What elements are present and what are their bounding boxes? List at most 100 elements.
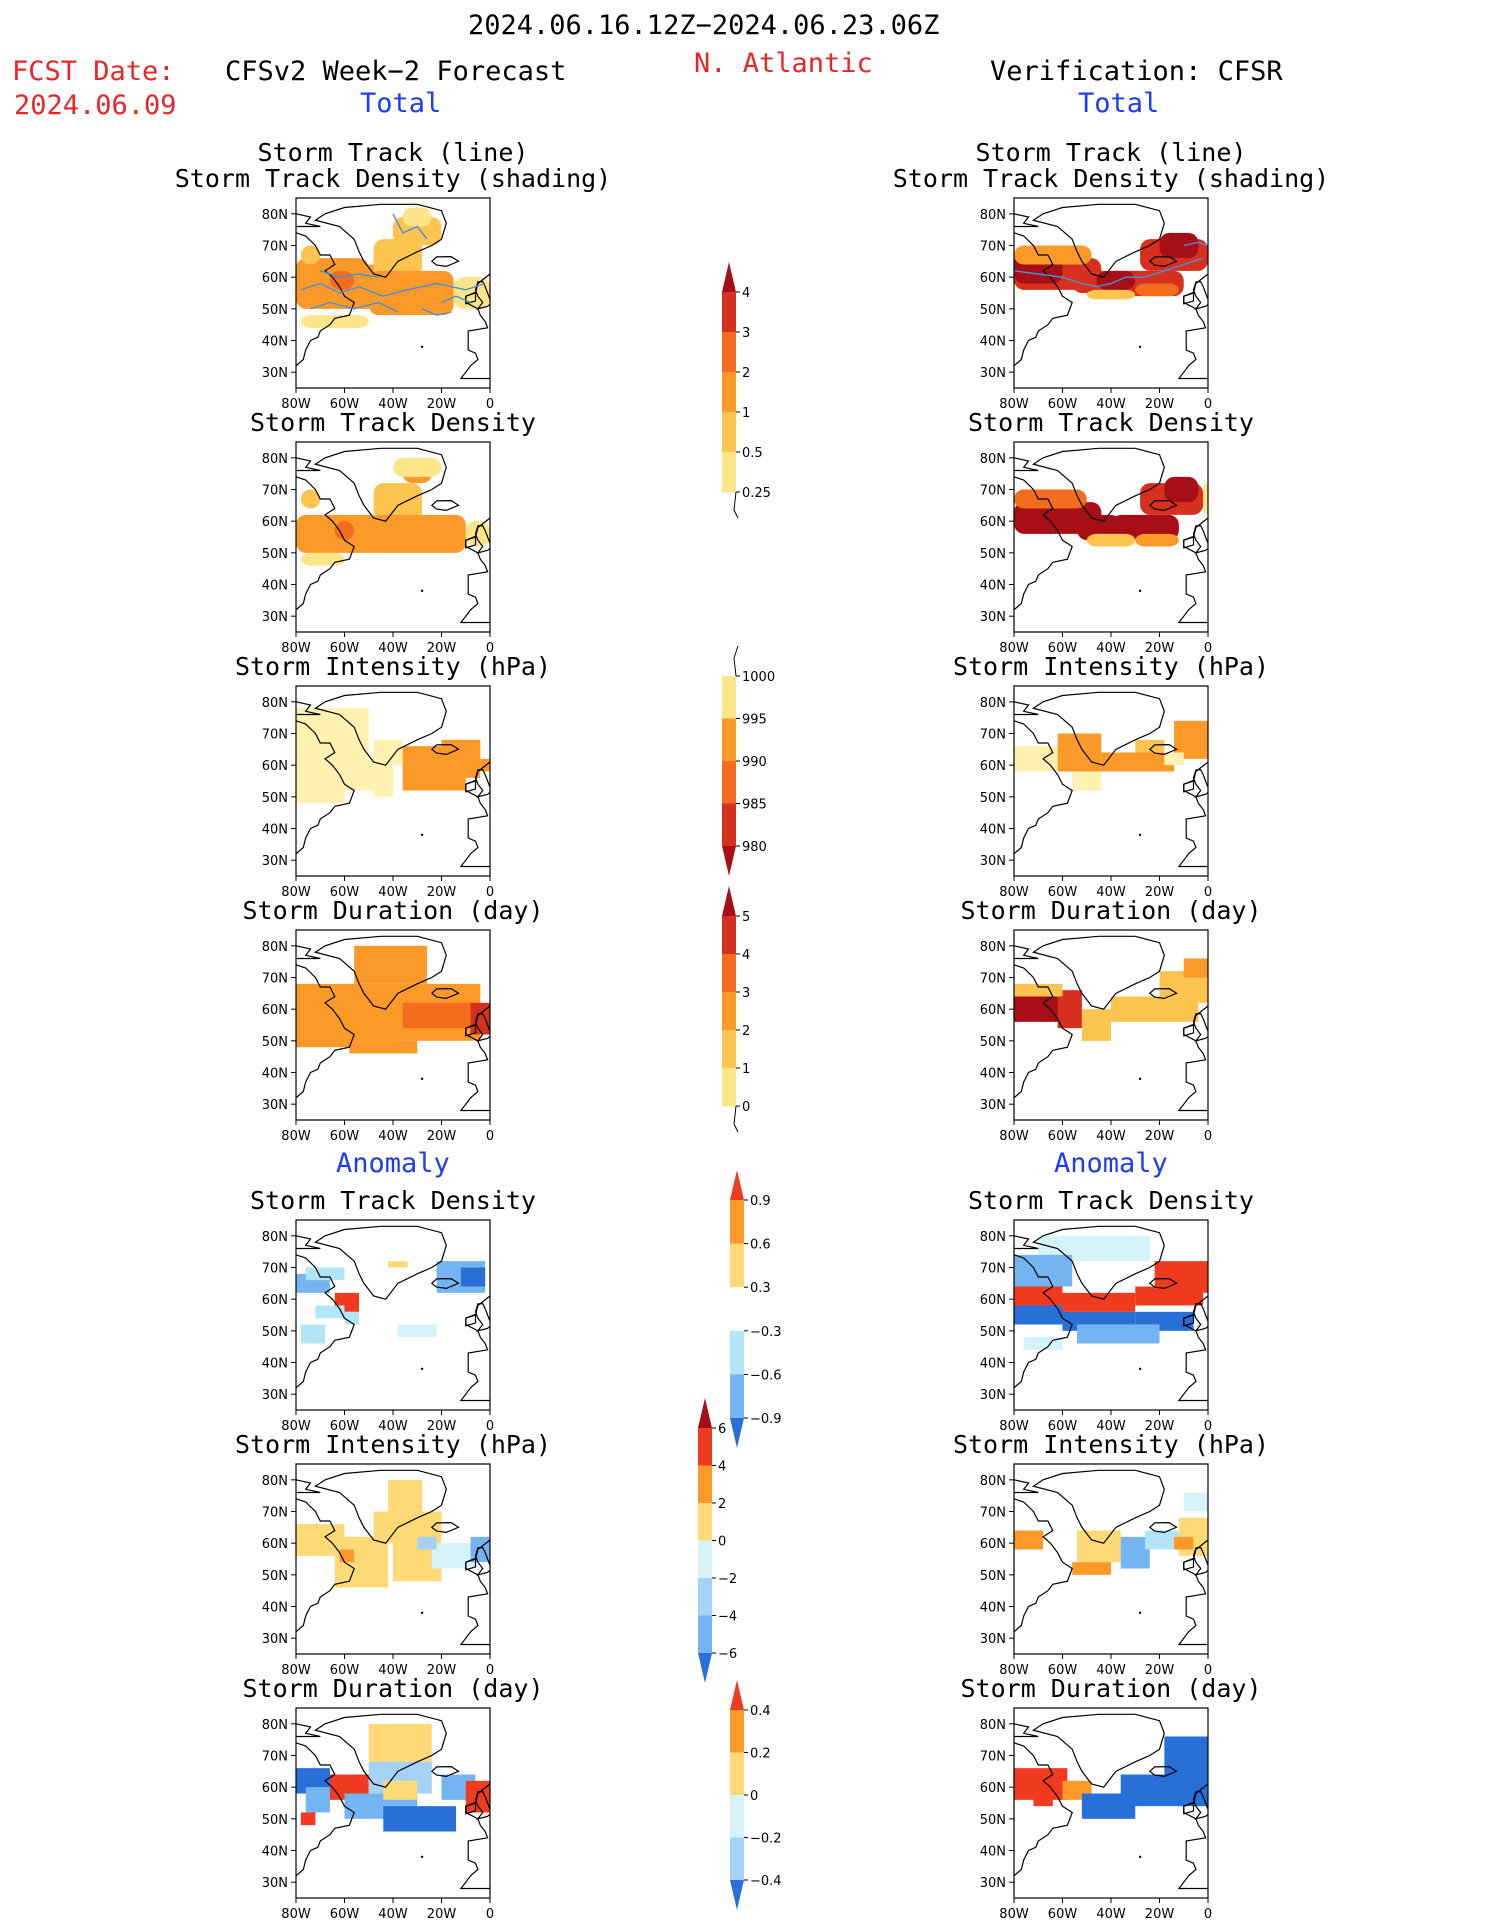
colorbar-label: 1 (742, 406, 750, 421)
lat-tick-label: 80N (980, 208, 1006, 223)
panel-title: Storm Duration (day) (960, 1674, 1262, 1703)
colorbar-label: 6 (718, 1422, 726, 1437)
lat-tick-label: 40N (980, 1845, 1006, 1860)
map-plot: 80W 60W 40W 20W 0 80N 70N 60N 50N 40N 30N (262, 441, 494, 656)
lon-tick-label: 40W (1096, 885, 1126, 900)
lat-tick-label: 80N (262, 1230, 288, 1245)
lat-tick-label: 30N (262, 854, 288, 869)
lat-tick-label: 80N (980, 1230, 1006, 1245)
shading-cell (373, 239, 423, 278)
lon-tick-label: 20W (427, 885, 457, 900)
lat-tick-label: 70N (980, 484, 1006, 499)
colorbar-6: 0.4 0.2 0 −0.2 −0.4 (718, 1680, 808, 1930)
map-plot: 80W 60W 40W 20W 0 80N 70N 60N 50N 40N 30N (980, 1707, 1212, 1922)
panel-title: Storm Duration (day) (960, 896, 1262, 925)
shading-cell (1120, 1774, 1208, 1807)
lon-tick-label: 80W (281, 1129, 311, 1144)
shading-cell (1164, 752, 1184, 766)
lat-tick-label: 70N (980, 1506, 1006, 1521)
map-plot: 80W 60W 40W 20W 0 80N 70N 60N 50N 40N 30N (980, 1463, 1212, 1678)
colorbar-label: 2 (718, 1497, 726, 1512)
shading-cell (368, 1723, 432, 1762)
shading-cell (1183, 958, 1208, 978)
lat-tick-label: 50N (980, 547, 1006, 562)
colorbar-label: −0.2 (750, 1832, 782, 1847)
shading-cell (1154, 1261, 1208, 1293)
lon-tick-label: 40W (378, 1129, 408, 1144)
lon-tick-label: 80W (999, 397, 1029, 412)
shading-cell (1144, 1530, 1179, 1550)
map-plot: 80W 60W 40W 20W 0 80N 70N 60N 50N 40N 30N (980, 441, 1212, 656)
lat-tick-label: 70N (980, 1262, 1006, 1277)
panel-title: Storm Duration (day) (242, 1674, 544, 1703)
lat-tick-label: 40N (262, 1845, 288, 1860)
shading-cell (300, 245, 321, 265)
colorbar-segment (722, 992, 736, 1031)
lat-tick-label: 50N (262, 1035, 288, 1050)
lon-tick-label: 20W (1145, 641, 1175, 656)
shading-cell (305, 1267, 345, 1281)
lat-tick-label: 30N (980, 1388, 1006, 1403)
lat-tick-label: 50N (980, 1569, 1006, 1584)
shading-cell (329, 270, 355, 290)
shading-cell (1101, 752, 1175, 772)
lat-tick-label: 30N (262, 1632, 288, 1647)
lon-tick-label: 40W (1096, 1907, 1126, 1922)
colorbar-label: −4 (718, 1610, 737, 1625)
shading-cell (417, 1536, 437, 1550)
map-plot: 80W 60W 40W 20W 0 80N 70N 60N 50N 40N 30N (980, 1219, 1212, 1434)
shading-cell (1014, 245, 1092, 265)
colorbar-segment (730, 1710, 744, 1753)
lat-tick-label: 80N (262, 696, 288, 711)
lon-tick-label: 60W (1048, 885, 1078, 900)
panel-title: Storm Track (line) (257, 138, 529, 167)
shading-cell (402, 1002, 481, 1029)
colorbar-segment (698, 1503, 712, 1541)
lat-tick-label: 40N (262, 1067, 288, 1082)
lat-tick-label: 70N (262, 728, 288, 743)
colorbar-label: 985 (742, 798, 767, 813)
storm-track-line (441, 295, 471, 304)
lat-tick-label: 50N (980, 1035, 1006, 1050)
colorbar-segment (722, 718, 736, 762)
colorbar-5: 6 4 2 0 −2 −4 −6 (686, 1398, 776, 1703)
lat-tick-label: 70N (262, 972, 288, 987)
colorbar-label: 3 (742, 326, 750, 341)
colorbar-label: 4 (718, 1460, 726, 1475)
colorbar-segment (722, 412, 736, 453)
colorbar-label: 995 (742, 713, 767, 728)
right-total-label: Total (1078, 88, 1160, 119)
shading-cell (300, 552, 345, 566)
lat-tick-label: 40N (262, 1357, 288, 1372)
lon-tick-label: 40W (1096, 1663, 1126, 1678)
map-plot: 80W 60W 40W 20W 0 80N 70N 60N 50N 40N 30N (262, 1463, 494, 1678)
colorbar-label: 0.3 (750, 1281, 771, 1296)
shading-cell (373, 739, 403, 766)
lon-tick-label: 0 (1204, 1907, 1212, 1922)
lon-tick-label: 60W (1048, 1663, 1078, 1678)
colorbar-segment (698, 1615, 712, 1654)
lon-tick-label: 60W (330, 397, 360, 412)
shading-cell (1174, 1536, 1194, 1550)
lat-tick-label: 60N (980, 271, 1006, 286)
shading-cell (402, 207, 432, 227)
shading-cell (460, 1267, 486, 1287)
map-plot: 80W 60W 40W 20W 0 80N 70N 60N 50N 40N 30N (262, 1707, 494, 1922)
shading-cell (397, 1324, 437, 1338)
lon-tick-label: 80W (999, 885, 1029, 900)
colorbar-segment (730, 1287, 744, 1332)
lat-tick-label: 50N (980, 1325, 1006, 1340)
lon-tick-label: 40W (1096, 641, 1126, 656)
lon-tick-label: 20W (1145, 397, 1175, 412)
lat-tick-label: 30N (980, 1632, 1006, 1647)
colorbar-label: −0.6 (750, 1368, 782, 1383)
lon-tick-label: 40W (378, 1663, 408, 1678)
lon-tick-label: 40W (378, 397, 408, 412)
storm-track-line (392, 213, 428, 240)
lat-tick-label: 80N (980, 452, 1006, 467)
lon-tick-label: 0 (1204, 1129, 1212, 1144)
shading-cell (300, 1812, 316, 1826)
colorbar-segment (698, 1578, 712, 1616)
panel-title: Storm Intensity (hPa) (952, 1430, 1270, 1459)
colorbar-segment (730, 1243, 744, 1288)
